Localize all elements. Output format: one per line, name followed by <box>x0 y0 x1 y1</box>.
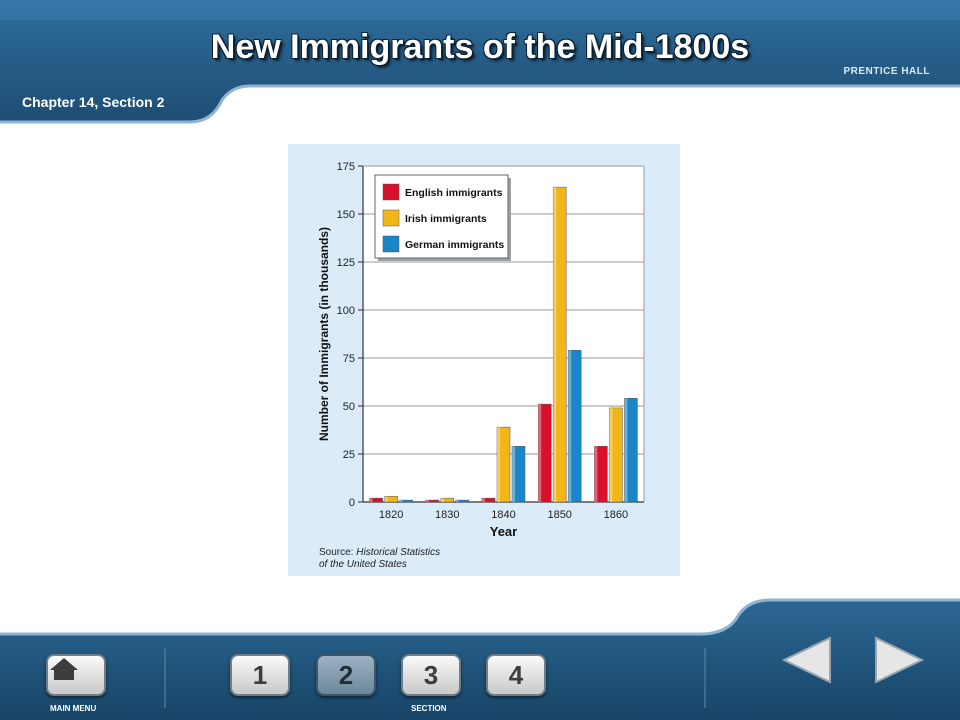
x-tick-label-1840: 1840 <box>491 509 515 521</box>
y-axis-label: Number of Immigrants (in thousands) <box>317 227 331 441</box>
footer-navigation: MAIN MENU 1 2 3 4 SECTION <box>0 596 960 720</box>
bar-german-1850 <box>567 350 582 503</box>
bar-english-1820 <box>369 497 383 503</box>
bar-highlight <box>399 500 403 502</box>
legend-swatch-english <box>382 183 400 201</box>
bar-highlight <box>497 427 500 502</box>
bar-english-1830 <box>425 499 440 503</box>
bar-english-1850 <box>537 403 552 503</box>
bar-chart: 0 25 50 75 100 125 150 175 1820 1830 1840 1850 1860 Y… <box>317 161 645 539</box>
bar-highlight <box>594 446 598 502</box>
legend-swatch-irish <box>382 209 400 227</box>
section-4-button[interactable]: 4 <box>486 654 546 696</box>
legend-swatch-german <box>382 235 400 253</box>
bar-german-1840 <box>511 446 526 503</box>
bar-highlight <box>512 446 515 502</box>
source-line-1: Historical Statistics <box>356 547 441 558</box>
bar-english-1840 <box>481 497 496 503</box>
bar-highlight <box>425 500 429 502</box>
bar-irish-1830 <box>440 497 455 503</box>
y-tick-label: 125 <box>337 257 355 269</box>
bar-irish-1820 <box>384 495 398 503</box>
header-background <box>0 0 960 124</box>
x-tick-label-1820: 1820 <box>379 509 403 521</box>
section-1-button[interactable]: 1 <box>230 654 290 696</box>
bar-highlight <box>538 404 542 502</box>
bar-highlight <box>482 498 485 502</box>
x-tick-label-1860: 1860 <box>604 509 628 521</box>
y-tick-label: 150 <box>337 209 355 221</box>
main-menu-button[interactable] <box>46 654 106 696</box>
legend-label-irish: Irish immigrants <box>405 213 487 225</box>
source-prefix: Source: <box>319 547 357 558</box>
bar-english-1860 <box>594 446 608 503</box>
chart-panel: 0 25 50 75 100 125 150 175 1820 1830 1840 1850 1860 Y… <box>288 144 680 576</box>
bar-german-1820 <box>399 499 413 503</box>
y-tick-label: 175 <box>337 161 355 173</box>
y-tick-label: 100 <box>337 305 355 317</box>
bar-highlight <box>369 498 373 502</box>
bar-irish-1840 <box>496 426 511 503</box>
publisher-label: PRENTICE HALL <box>843 66 930 77</box>
previous-arrow-icon[interactable] <box>780 634 834 686</box>
chapter-label: Chapter 14, Section 2 <box>22 94 165 110</box>
y-tick-label: 75 <box>343 353 355 365</box>
legend-label-german: German immigrants <box>405 239 504 251</box>
legend-label-english: English immigrants <box>405 187 503 199</box>
next-arrow-icon[interactable] <box>872 634 926 686</box>
y-tick-label: 0 <box>349 497 355 509</box>
y-tick-label: 25 <box>343 449 355 461</box>
bar-highlight <box>568 350 572 502</box>
x-tick-label-1850: 1850 <box>547 509 571 521</box>
bar-highlight <box>455 500 459 502</box>
header-banner: New Immigrants of the Mid-1800s Chapter … <box>0 0 960 128</box>
bar-highlight <box>440 498 444 502</box>
bar-highlight <box>609 407 613 502</box>
section-3-button[interactable]: 3 <box>401 654 461 696</box>
chart-source: Source: Historical Statistics of the Uni… <box>319 547 440 571</box>
home-icon <box>50 658 78 680</box>
main-menu-label: MAIN MENU <box>50 704 97 713</box>
x-axis-label: Year <box>490 524 517 539</box>
y-tick-label: 50 <box>343 401 355 413</box>
slide-title: New Immigrants of the Mid-1800s <box>210 28 750 66</box>
x-tick-label-1830: 1830 <box>435 509 459 521</box>
source-line-2: of the United States <box>319 559 407 570</box>
section-2-button[interactable]: 2 <box>316 654 376 696</box>
bar-highlight <box>384 496 388 502</box>
section-label: SECTION <box>411 704 447 713</box>
bar-highlight <box>553 187 557 502</box>
bar-irish-1850 <box>552 186 567 503</box>
bar-irish-1860 <box>609 407 623 503</box>
bar-german-1830 <box>455 499 470 503</box>
bar-german-1860 <box>624 398 638 503</box>
bar-highlight <box>624 398 628 502</box>
